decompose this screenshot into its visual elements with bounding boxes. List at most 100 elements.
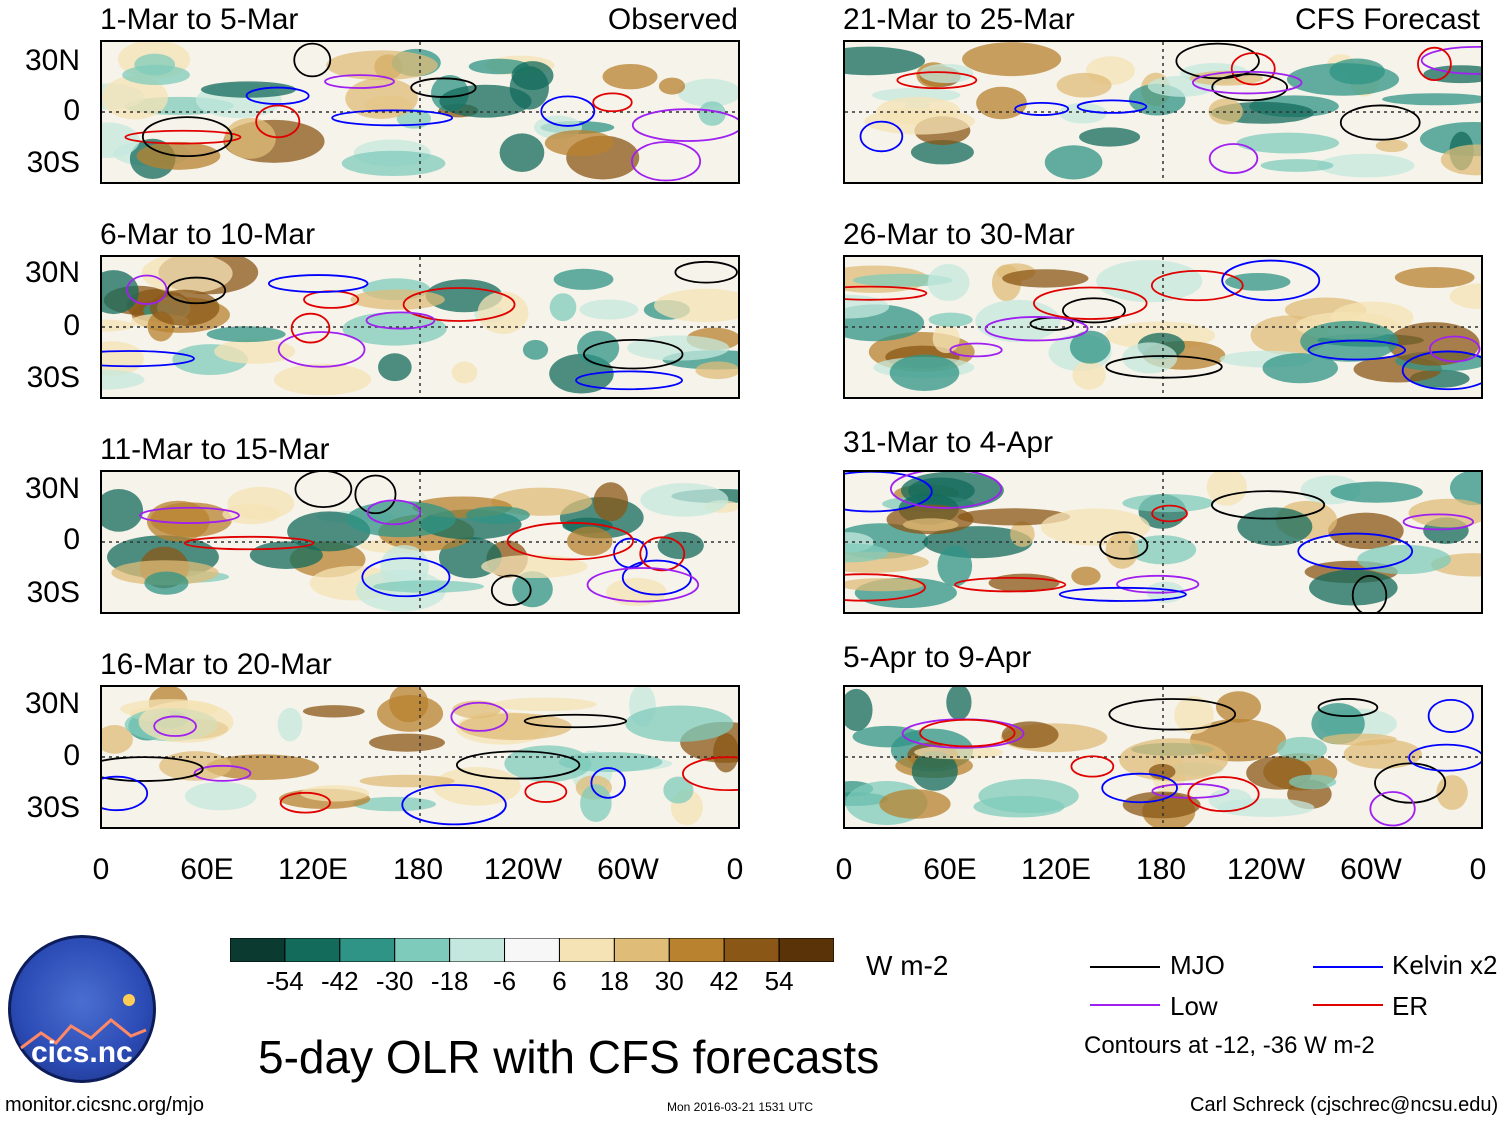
wave-contour — [1417, 46, 1452, 82]
olr-anomaly — [845, 46, 926, 76]
wave-contour — [450, 701, 509, 732]
olr-anomaly — [1330, 481, 1423, 503]
map-panel-1 — [100, 40, 740, 184]
ytick-30s: 30S — [26, 791, 80, 824]
olr-anomaly — [558, 752, 663, 773]
olr-anomaly — [184, 781, 257, 811]
wave-contour — [401, 784, 507, 826]
wave-contour — [490, 574, 532, 607]
olr-anomaly — [1449, 472, 1481, 506]
xtick-180: 180 — [1135, 853, 1187, 886]
wave-contour — [290, 312, 331, 344]
wave-contour — [674, 260, 738, 284]
legend-line-low — [1090, 1004, 1160, 1006]
olr-anomaly — [1044, 145, 1103, 180]
wave-contour — [293, 42, 332, 78]
wave-contour — [1208, 143, 1259, 174]
olr-anomaly — [206, 326, 286, 343]
wave-contour — [1070, 755, 1115, 778]
colorbar-bin — [284, 938, 341, 962]
wave-contour — [1401, 350, 1481, 391]
olr-field — [102, 42, 738, 182]
olr-field — [102, 472, 738, 612]
legend-line-mjo — [1090, 966, 1160, 968]
wave-contour — [102, 775, 149, 812]
map-panel-2 — [100, 255, 740, 399]
olr-anomaly — [852, 273, 953, 287]
olr-anomaly — [695, 361, 738, 380]
olr-anomaly — [224, 117, 276, 159]
colorbar-bin — [504, 938, 560, 962]
olr-anomaly — [1328, 512, 1404, 550]
wave-contour — [267, 274, 369, 293]
wave-contour — [919, 718, 1016, 748]
wave-contour — [1151, 783, 1230, 799]
ytick-0: 0 — [63, 523, 80, 556]
olr-anomaly — [879, 789, 951, 819]
olr-anomaly — [962, 42, 1062, 77]
panel-title-2: 6-Mar to 10-Mar — [100, 218, 316, 251]
olr-anomaly — [1174, 696, 1214, 734]
wave-contour — [1187, 776, 1260, 813]
olr-anomaly — [499, 133, 545, 172]
cicsnc-logo: cics.nc — [8, 935, 156, 1083]
olr-anomaly — [102, 75, 168, 120]
olr-anomaly — [640, 483, 729, 517]
olr-anomaly — [102, 270, 139, 315]
olr-anomaly — [302, 705, 365, 718]
map-panel-8 — [843, 685, 1483, 829]
olr-anomaly — [911, 751, 958, 791]
olr-anomaly — [300, 785, 370, 802]
map-panel-6 — [843, 255, 1483, 399]
olr-anomaly — [1105, 532, 1139, 569]
wave-contour — [1351, 575, 1388, 612]
colorbar-tick-label: 54 — [764, 966, 794, 996]
colorbar-bin — [778, 938, 834, 962]
olr-anomaly — [1059, 102, 1107, 124]
xtick-120e: 120E — [277, 853, 349, 886]
olr-anomaly — [1122, 494, 1214, 513]
wave-contour — [279, 791, 331, 814]
olr-anomaly — [378, 353, 412, 382]
wave-contour — [506, 521, 634, 561]
footer-url: monitor.cicsnc.org/mjo — [5, 1094, 204, 1116]
wave-contour — [141, 116, 233, 158]
wave-contour — [1427, 698, 1474, 733]
wave-contour — [255, 104, 301, 139]
wave-contour — [361, 557, 451, 598]
observed-label: Observed — [607, 3, 738, 36]
wave-contour — [1062, 297, 1126, 324]
wave-contour — [954, 576, 1067, 593]
olr-anomaly — [602, 63, 658, 90]
olr-anomaly — [346, 501, 456, 538]
olr-anomaly — [214, 339, 296, 364]
legend-low: Low — [1170, 991, 1218, 1021]
wave-contour — [1076, 99, 1148, 114]
wave-contour — [1369, 791, 1416, 827]
wave-contour — [1099, 531, 1149, 560]
contour-note: Contours at -12, -36 W m-2 — [1084, 1032, 1375, 1059]
panel-title-7: 31-Mar to 4-Apr — [843, 426, 1054, 459]
olr-anomaly — [102, 489, 144, 532]
logo-mountains-icon — [20, 994, 147, 1050]
olr-anomaly — [373, 580, 485, 593]
wave-contour — [845, 285, 928, 301]
units-label: W m-2 — [866, 950, 949, 981]
wave-contour — [410, 77, 477, 98]
olr-anomaly — [451, 361, 478, 384]
xtick-120w: 120W — [483, 853, 563, 886]
olr-anomaly — [459, 713, 572, 741]
wave-contour — [889, 472, 1002, 509]
colorbar-tick-label: -42 — [321, 966, 359, 996]
wave-contour — [1191, 70, 1303, 95]
ytick-0: 0 — [63, 94, 80, 127]
olr-anomaly — [978, 778, 1079, 814]
wave-contour — [845, 573, 926, 602]
olr-anomaly — [1079, 127, 1141, 147]
ytick-30n: 30N — [24, 472, 80, 505]
olr-anomaly — [102, 725, 133, 754]
wave-contour — [1339, 104, 1421, 141]
olr-anomaly — [946, 687, 972, 721]
olr-anomaly — [1262, 353, 1339, 384]
olr-anomaly — [1216, 798, 1315, 817]
